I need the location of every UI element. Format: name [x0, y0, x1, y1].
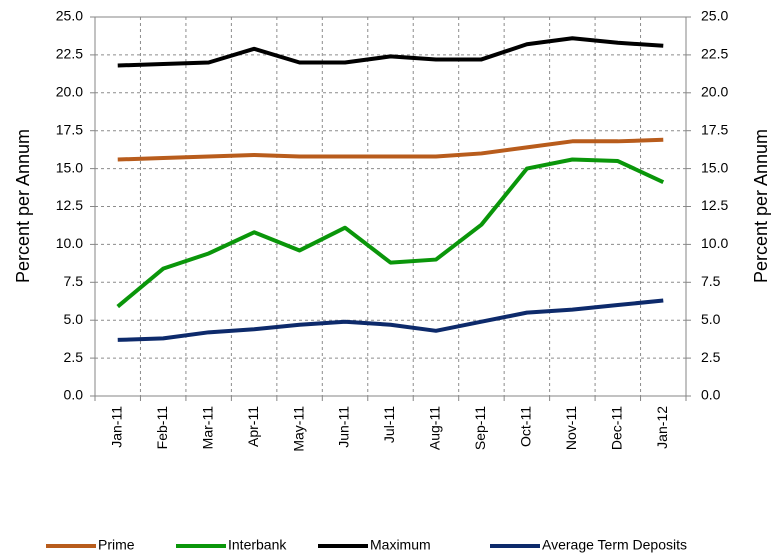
x-tick-label: Aug-11	[427, 406, 443, 450]
y-tick-label: 0.0	[64, 387, 84, 403]
series-line	[117, 36, 664, 68]
y-tick-label: 22.5	[56, 46, 83, 62]
y-tick-label: 15.0	[56, 159, 83, 175]
legend-label: Interbank	[228, 537, 287, 553]
series-line	[117, 137, 664, 162]
y2-tick-label: 20.0	[701, 84, 728, 100]
x-tick-label: Feb-11	[154, 406, 170, 450]
x-tick-label: Jan-11	[108, 406, 124, 448]
x-tick-label: May-11	[290, 406, 306, 452]
y2-tick-label: 25.0	[701, 8, 728, 24]
y2-tick-label: 2.5	[701, 349, 721, 365]
x-tick-label: Mar-11	[199, 406, 215, 450]
x-tick-label: Jul-11	[381, 406, 397, 443]
x-tick-label: Sep-11	[472, 406, 488, 450]
y-tick-label: 10.0	[56, 235, 83, 251]
y-tick-label: 25.0	[56, 8, 83, 24]
y2-tick-label: 7.5	[701, 273, 721, 289]
y2-tick-label: 5.0	[701, 311, 721, 327]
x-tick-label: Apr-11	[245, 406, 261, 447]
y-tick-label: 2.5	[64, 349, 84, 365]
y2-tick-label: 0.0	[701, 387, 721, 403]
x-tick-label: Jun-11	[336, 406, 352, 448]
series-line	[116, 157, 665, 309]
y2-tick-label: 15.0	[701, 159, 728, 175]
x-tick-label: Dec-11	[609, 406, 625, 450]
y-tick-label: 20.0	[56, 84, 83, 100]
y2-tick-label: 17.5	[701, 121, 728, 137]
y-tick-label: 12.5	[56, 197, 83, 213]
x-tick-label: Jan-12	[654, 406, 670, 449]
x-tick-label: Oct-11	[518, 406, 534, 447]
series-line	[117, 298, 664, 342]
y2-tick-label: 22.5	[701, 46, 728, 62]
y2-tick-label: 10.0	[701, 235, 728, 251]
y-tick-label: 5.0	[64, 311, 84, 327]
plot-frame	[94, 16, 687, 397]
y2-axis-title: Percent per Annum	[751, 129, 771, 283]
legend-label: Average Term Deposits	[542, 537, 687, 553]
y2-tick-label: 12.5	[701, 197, 728, 213]
legend-label: Maximum	[370, 537, 431, 553]
y-tick-label: 7.5	[64, 273, 84, 289]
y-tick-label: 17.5	[56, 121, 83, 137]
x-tick-label: Nov-11	[563, 406, 579, 450]
legend-label: Prime	[98, 537, 135, 553]
y-axis-title: Percent per Annum	[13, 129, 33, 283]
